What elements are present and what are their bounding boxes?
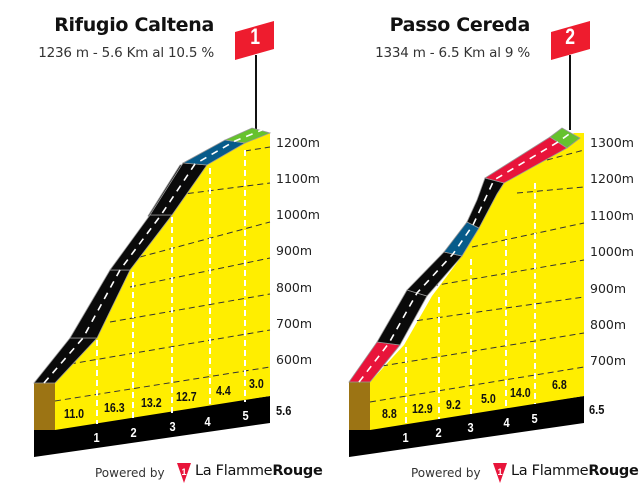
- climb-panel-1: Rifugio Caltena 1236 m - 5.6 Km al 10.5 …: [33, 14, 323, 483]
- profile-fill: [370, 133, 584, 430]
- gradient-label: 12.9: [412, 402, 433, 416]
- profile-side: [349, 382, 370, 430]
- gradient-label: 5.0: [481, 392, 496, 406]
- gradient-label: 3.0: [249, 377, 264, 391]
- km-gridlines: [405, 183, 536, 424]
- gradient-label: 13.2: [141, 396, 162, 410]
- svg-text:1: 1: [497, 467, 502, 477]
- km-marker: 3: [467, 420, 474, 435]
- km-gridlines: [96, 150, 246, 424]
- km-marker: 5: [531, 411, 538, 426]
- altitude-label: 1300m: [590, 135, 634, 150]
- climb-panel-2: Passo Cereda 1334 m - 6.5 Km al 9 %: [322, 0, 644, 488]
- climb-subtitle: 1334 m - 6.5 Km al 9 %: [375, 45, 530, 61]
- km-marker: 5: [242, 408, 249, 423]
- elevation-profile-chart: [33, 21, 274, 457]
- profile-fill: [55, 133, 270, 430]
- la-flamme-rouge-logo-icon: 1: [493, 463, 507, 483]
- powered-by-text: Powered by: [95, 466, 165, 480]
- km-marker: 4: [503, 415, 510, 430]
- profile-side: [34, 383, 55, 430]
- altitude-label: 1000m: [276, 207, 320, 222]
- climb-subtitle: 1236 m - 5.6 Km al 10.5 %: [38, 45, 214, 61]
- profile-base: [349, 396, 584, 457]
- svg-text:1: 1: [181, 467, 186, 477]
- gradient-label: 11.0: [64, 407, 85, 421]
- gradient-label: 6.8: [552, 378, 567, 392]
- km-marker: 1: [93, 430, 100, 445]
- altitude-label: 1200m: [276, 135, 320, 150]
- total-distance-label: 5.6: [276, 403, 292, 418]
- gradient-label: 14.0: [510, 386, 531, 400]
- climb-title: Passo Cereda: [389, 14, 531, 36]
- altitude-label: 700m: [276, 316, 313, 331]
- altitude-label: 1100m: [590, 208, 634, 223]
- altitude-label: 1000m: [590, 244, 634, 259]
- altitude-label: 800m: [276, 280, 313, 295]
- climb-number-flag-icon: [235, 21, 274, 60]
- altitude-label: 1200m: [590, 171, 634, 186]
- gradient-label: 9.2: [446, 398, 461, 412]
- total-distance-label: 6.5: [589, 402, 605, 417]
- la-flamme-rouge-logo-icon: 1: [177, 463, 191, 483]
- altitude-label: 700m: [590, 353, 627, 368]
- km-marker: 3: [169, 419, 176, 434]
- powered-by-text: Powered by: [411, 466, 481, 480]
- gradient-label: 4.4: [216, 384, 231, 398]
- climb-title: Rifugio Caltena: [54, 14, 214, 36]
- km-marker: 1: [402, 430, 409, 445]
- altitude-label: 1100m: [276, 171, 320, 186]
- brand-name: La FlammeRouge: [511, 463, 639, 479]
- climb-number-flag-icon: [551, 21, 590, 60]
- altitude-label: 600m: [276, 352, 313, 367]
- km-marker: 2: [130, 425, 137, 440]
- altitude-gridlines: [369, 149, 585, 403]
- climb-number: 1: [250, 24, 261, 49]
- brand-name: La FlammeRouge: [195, 463, 323, 479]
- gradient-label: 16.3: [104, 401, 125, 415]
- altitude-label: 800m: [590, 317, 627, 332]
- km-marker: 4: [204, 414, 211, 429]
- gradient-label: 12.7: [176, 390, 197, 404]
- altitude-label: 900m: [590, 281, 627, 296]
- profile-base: [34, 396, 270, 457]
- gradient-label: 8.8: [382, 407, 397, 421]
- climb-number: 2: [565, 24, 576, 49]
- km-marker: 2: [435, 425, 442, 440]
- altitude-label: 900m: [276, 243, 313, 258]
- altitude-gridlines: [54, 146, 271, 402]
- elevation-profile-chart: [348, 21, 590, 457]
